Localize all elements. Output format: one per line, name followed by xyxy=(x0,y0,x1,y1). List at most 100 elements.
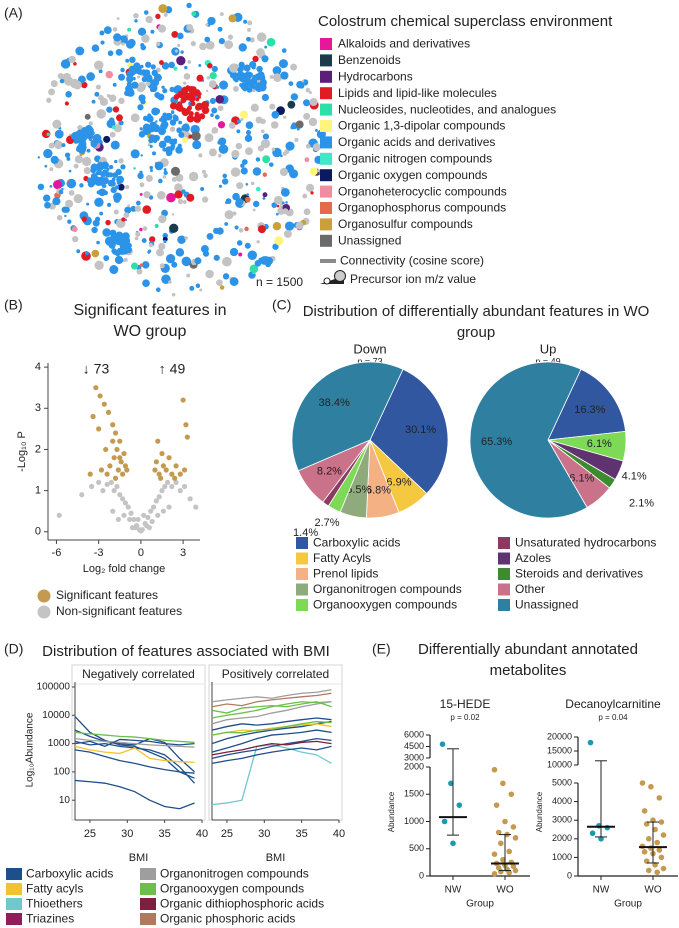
network-node xyxy=(182,200,187,204)
network-node xyxy=(188,134,193,139)
network-node xyxy=(195,102,204,111)
network-node xyxy=(115,168,122,176)
network-node xyxy=(188,85,196,94)
legend-label: Organic dithiophosphoric acids xyxy=(160,897,324,911)
y-tick-label: 1000 xyxy=(48,738,71,749)
network-node xyxy=(116,180,122,186)
network-node xyxy=(91,226,98,234)
x-tick-label: -3 xyxy=(94,547,104,559)
network-node xyxy=(285,141,295,151)
network-node xyxy=(138,131,146,138)
x-tick-label: 40 xyxy=(333,828,345,840)
network-node xyxy=(46,132,51,137)
network-node xyxy=(201,100,209,109)
network-node xyxy=(150,64,156,70)
scatter-point xyxy=(145,514,151,520)
x-tick-label: 35 xyxy=(296,828,308,840)
network-node xyxy=(301,79,305,83)
network-node xyxy=(123,257,128,262)
scatter-point xyxy=(156,471,162,477)
y-tick-label: 2000 xyxy=(552,833,572,843)
scatter-point xyxy=(119,471,126,477)
network-node xyxy=(162,175,167,179)
network-node xyxy=(86,177,94,185)
network-node xyxy=(118,158,124,164)
network-node xyxy=(169,223,179,233)
network-node xyxy=(178,120,183,125)
series-line xyxy=(211,720,332,736)
network-node xyxy=(285,201,288,204)
network-node xyxy=(149,78,154,83)
network-node xyxy=(46,97,52,103)
series-line xyxy=(74,729,195,773)
network-node xyxy=(151,69,158,77)
network-node xyxy=(221,178,229,185)
network-node xyxy=(191,11,197,17)
x-tick-label: 3 xyxy=(180,547,186,559)
network-node xyxy=(64,214,67,218)
network-node xyxy=(91,44,100,52)
legend-label: Organooxygen compounds xyxy=(160,882,304,896)
network-node xyxy=(250,181,255,186)
series-line xyxy=(211,744,332,806)
data-point xyxy=(441,818,448,825)
y-tick-label: 15000 xyxy=(547,745,572,755)
network-node xyxy=(151,151,157,156)
legend-swatch xyxy=(320,38,332,50)
network-node xyxy=(217,121,226,129)
network-node xyxy=(83,167,91,175)
network-node xyxy=(106,202,112,208)
network-node xyxy=(290,63,298,71)
scatter-point xyxy=(146,525,152,531)
network-node xyxy=(43,148,53,159)
network-node xyxy=(168,61,175,69)
network-node xyxy=(158,178,163,184)
network-node xyxy=(240,163,245,168)
network-node xyxy=(62,72,72,82)
network-node xyxy=(173,66,178,71)
network-node xyxy=(168,280,172,284)
network-node xyxy=(186,273,191,278)
network-node xyxy=(61,143,66,148)
x-tick-label: -6 xyxy=(52,547,62,559)
network-node xyxy=(174,183,183,192)
network-node xyxy=(140,154,143,157)
pie-subtitle: Up xyxy=(540,341,557,356)
legend-label: Triazines xyxy=(26,912,74,926)
network-node xyxy=(100,40,105,45)
network-node xyxy=(135,200,141,206)
network-node xyxy=(109,131,116,138)
panel-label: (E) xyxy=(372,641,391,657)
series-line xyxy=(74,731,195,744)
scatter-point xyxy=(159,488,165,494)
network-node xyxy=(52,197,61,206)
x-tick-label: WO xyxy=(496,885,513,896)
network-node xyxy=(137,104,144,111)
network-node xyxy=(73,163,79,169)
network-node xyxy=(160,122,168,130)
data-point xyxy=(654,839,660,846)
network-node xyxy=(99,211,104,216)
data-point xyxy=(646,836,652,842)
network-node xyxy=(93,134,100,140)
scatter-point xyxy=(111,455,117,461)
series-line xyxy=(74,749,195,774)
scatter-point xyxy=(184,434,190,440)
network-node xyxy=(165,149,173,156)
network-node xyxy=(173,94,180,100)
network-node xyxy=(74,155,84,164)
network-node xyxy=(256,32,267,42)
network-node xyxy=(130,205,137,212)
network-node xyxy=(252,167,262,176)
network-node xyxy=(148,134,157,142)
network-node xyxy=(306,183,315,192)
pie-value-label: 6.9% xyxy=(386,476,411,488)
network-node xyxy=(136,83,145,93)
network-node xyxy=(105,219,111,226)
annotation: ↓ 73 xyxy=(83,361,110,377)
data-point xyxy=(508,791,515,798)
network-node xyxy=(139,263,143,267)
scatter-point xyxy=(100,488,106,494)
network-node xyxy=(143,191,151,199)
pie-slice xyxy=(469,361,588,519)
